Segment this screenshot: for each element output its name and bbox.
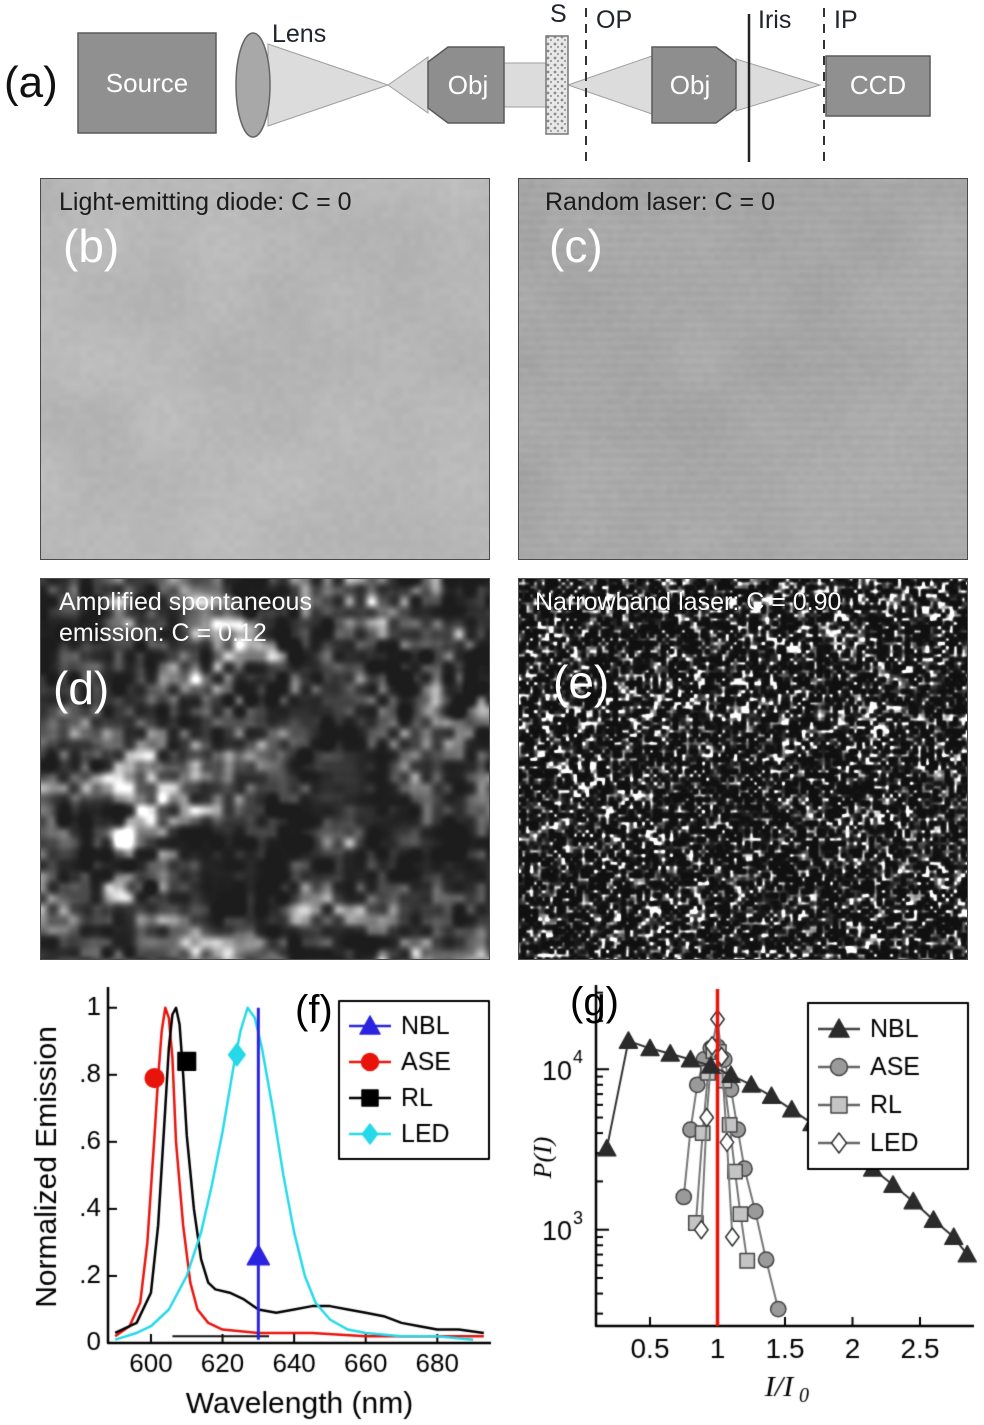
ccd-label: CCD	[850, 70, 906, 100]
objective-2	[651, 46, 737, 124]
panel-b-label: (b)	[63, 220, 120, 272]
panel-b-image	[41, 179, 489, 559]
panel-c-label: (c)	[549, 220, 603, 272]
panel-e-image	[519, 579, 967, 959]
panel-d-image	[41, 579, 489, 959]
beam-collimated	[499, 62, 547, 108]
panel-c: Random laser: C = 0 (c)	[518, 178, 968, 560]
beam-cone-focus-obj1	[387, 56, 429, 114]
iris-label: Iris	[758, 6, 791, 34]
sample	[545, 35, 569, 135]
object-plane-label: OP	[596, 6, 632, 34]
panel-f-label: (f)	[295, 988, 333, 1032]
panel-e: Narrowband laser: C = 0.90 (e)	[518, 578, 968, 960]
panel-d-caption: Amplified spontaneous emission: C = 0.12	[59, 588, 312, 647]
panel-e-caption: Narrowband laser: C = 0.90	[535, 588, 842, 616]
panel-c-image	[519, 179, 967, 559]
panel-c-caption: Random laser: C = 0	[545, 188, 775, 216]
objective-2-label: Obj	[670, 70, 710, 100]
panel-b: Light-emitting diode: C = 0 (b)	[40, 178, 490, 560]
objective-1	[427, 46, 505, 124]
beam-cone-sample-obj2	[566, 55, 653, 115]
panel-d: Amplified spontaneous emission: C = 0.12…	[40, 578, 490, 960]
lens-label: Lens	[272, 20, 326, 48]
source-label: Source	[106, 68, 188, 98]
source-box	[77, 32, 217, 134]
lens-shape	[235, 32, 271, 138]
objective-1-label: Obj	[448, 70, 488, 100]
setup-diagram: Source Lens Obj S OP Obj Iris IP CCD	[77, 0, 931, 168]
ccd-box	[825, 55, 931, 117]
panel-e-label: (e)	[553, 656, 610, 708]
panel-a-label: (a)	[4, 58, 58, 107]
panel-b-caption: Light-emitting diode: C = 0	[59, 188, 352, 216]
sample-label: S	[550, 0, 567, 28]
panel-g-chart	[520, 975, 984, 1410]
panel-g-label: (g)	[570, 980, 619, 1024]
panel-f-chart	[30, 975, 505, 1425]
panel-d-label: (d)	[53, 662, 110, 714]
beam-cone-lens-focus	[267, 43, 390, 127]
image-plane-label: IP	[834, 6, 858, 34]
